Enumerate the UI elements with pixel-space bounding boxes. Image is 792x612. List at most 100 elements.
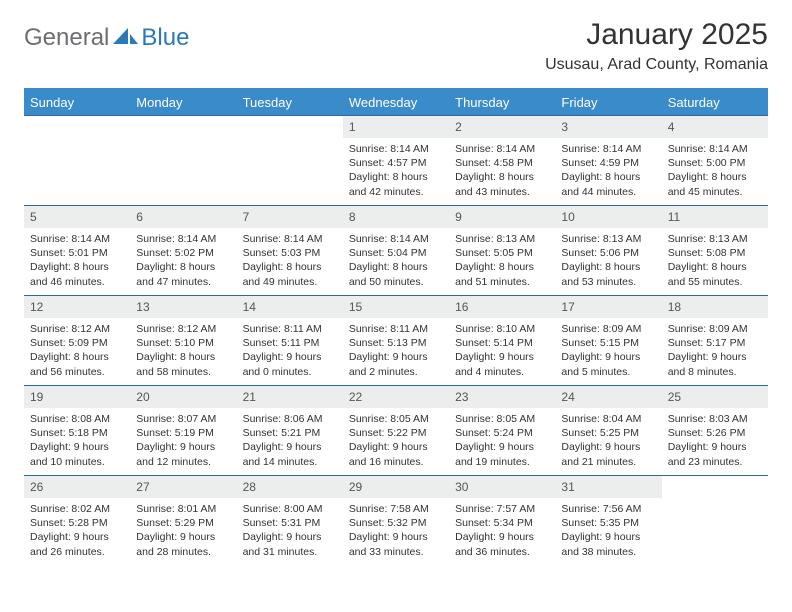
calendar-day-cell: 28Sunrise: 8:00 AMSunset: 5:31 PMDayligh…	[237, 476, 343, 566]
day-content: Sunrise: 8:09 AMSunset: 5:17 PMDaylight:…	[662, 318, 768, 385]
day-header: Wednesday	[343, 89, 449, 116]
calendar-day-cell: ..	[24, 116, 130, 206]
calendar-day-cell: 6Sunrise: 8:14 AMSunset: 5:02 PMDaylight…	[130, 206, 236, 296]
logo: General Blue	[24, 18, 189, 52]
day-header: Sunday	[24, 89, 130, 116]
day-number: 31	[555, 476, 661, 498]
day-number: 14	[237, 296, 343, 318]
day-content: Sunrise: 8:01 AMSunset: 5:29 PMDaylight:…	[130, 498, 236, 565]
calendar-day-cell: 21Sunrise: 8:06 AMSunset: 5:21 PMDayligh…	[237, 386, 343, 476]
day-content: Sunrise: 8:14 AMSunset: 4:59 PMDaylight:…	[555, 138, 661, 205]
day-content: Sunrise: 8:14 AMSunset: 5:02 PMDaylight:…	[130, 228, 236, 295]
day-number: 6	[130, 206, 236, 228]
day-content: Sunrise: 8:02 AMSunset: 5:28 PMDaylight:…	[24, 498, 130, 565]
calendar-week-row: 5Sunrise: 8:14 AMSunset: 5:01 PMDaylight…	[24, 206, 768, 296]
day-number: 3	[555, 116, 661, 138]
calendar-day-cell: 17Sunrise: 8:09 AMSunset: 5:15 PMDayligh…	[555, 296, 661, 386]
calendar-day-cell: 3Sunrise: 8:14 AMSunset: 4:59 PMDaylight…	[555, 116, 661, 206]
day-number: 15	[343, 296, 449, 318]
day-content: Sunrise: 8:14 AMSunset: 4:58 PMDaylight:…	[449, 138, 555, 205]
calendar-day-cell: 12Sunrise: 8:12 AMSunset: 5:09 PMDayligh…	[24, 296, 130, 386]
day-content: Sunrise: 7:56 AMSunset: 5:35 PMDaylight:…	[555, 498, 661, 565]
calendar-day-cell: 26Sunrise: 8:02 AMSunset: 5:28 PMDayligh…	[24, 476, 130, 566]
day-content: Sunrise: 8:13 AMSunset: 5:06 PMDaylight:…	[555, 228, 661, 295]
day-content: Sunrise: 8:14 AMSunset: 4:57 PMDaylight:…	[343, 138, 449, 205]
calendar-day-cell: 31Sunrise: 7:56 AMSunset: 5:35 PMDayligh…	[555, 476, 661, 566]
day-number: 11	[662, 206, 768, 228]
day-number: 26	[24, 476, 130, 498]
day-content: Sunrise: 8:13 AMSunset: 5:08 PMDaylight:…	[662, 228, 768, 295]
calendar-day-cell: 24Sunrise: 8:04 AMSunset: 5:25 PMDayligh…	[555, 386, 661, 476]
calendar-week-row: 26Sunrise: 8:02 AMSunset: 5:28 PMDayligh…	[24, 476, 768, 566]
day-content: Sunrise: 8:03 AMSunset: 5:26 PMDaylight:…	[662, 408, 768, 475]
calendar-week-row: 19Sunrise: 8:08 AMSunset: 5:18 PMDayligh…	[24, 386, 768, 476]
day-header: Friday	[555, 89, 661, 116]
calendar-day-cell: 5Sunrise: 8:14 AMSunset: 5:01 PMDaylight…	[24, 206, 130, 296]
calendar-day-cell: 2Sunrise: 8:14 AMSunset: 4:58 PMDaylight…	[449, 116, 555, 206]
calendar-table: SundayMondayTuesdayWednesdayThursdayFrid…	[24, 88, 768, 566]
day-number: 18	[662, 296, 768, 318]
day-number: 17	[555, 296, 661, 318]
calendar-day-cell: 19Sunrise: 8:08 AMSunset: 5:18 PMDayligh…	[24, 386, 130, 476]
day-content: Sunrise: 8:05 AMSunset: 5:22 PMDaylight:…	[343, 408, 449, 475]
calendar-day-cell: 9Sunrise: 8:13 AMSunset: 5:05 PMDaylight…	[449, 206, 555, 296]
day-number: 8	[343, 206, 449, 228]
day-content: Sunrise: 8:06 AMSunset: 5:21 PMDaylight:…	[237, 408, 343, 475]
day-header: Tuesday	[237, 89, 343, 116]
calendar-day-cell: 16Sunrise: 8:10 AMSunset: 5:14 PMDayligh…	[449, 296, 555, 386]
day-number: 19	[24, 386, 130, 408]
calendar-day-cell: ..	[130, 116, 236, 206]
calendar-day-cell: 8Sunrise: 8:14 AMSunset: 5:04 PMDaylight…	[343, 206, 449, 296]
calendar-day-cell: 25Sunrise: 8:03 AMSunset: 5:26 PMDayligh…	[662, 386, 768, 476]
calendar-week-row: ......1Sunrise: 8:14 AMSunset: 4:57 PMDa…	[24, 116, 768, 206]
calendar-day-cell: 4Sunrise: 8:14 AMSunset: 5:00 PMDaylight…	[662, 116, 768, 206]
calendar-day-cell: ..	[237, 116, 343, 206]
calendar-day-cell: 7Sunrise: 8:14 AMSunset: 5:03 PMDaylight…	[237, 206, 343, 296]
day-number: 10	[555, 206, 661, 228]
calendar-day-cell: 11Sunrise: 8:13 AMSunset: 5:08 PMDayligh…	[662, 206, 768, 296]
day-content: Sunrise: 8:12 AMSunset: 5:09 PMDaylight:…	[24, 318, 130, 385]
day-content: Sunrise: 8:10 AMSunset: 5:14 PMDaylight:…	[449, 318, 555, 385]
day-content: Sunrise: 8:04 AMSunset: 5:25 PMDaylight:…	[555, 408, 661, 475]
day-number: 12	[24, 296, 130, 318]
day-number: 7	[237, 206, 343, 228]
day-content: Sunrise: 8:14 AMSunset: 5:01 PMDaylight:…	[24, 228, 130, 295]
day-number: 2	[449, 116, 555, 138]
day-content: Sunrise: 8:12 AMSunset: 5:10 PMDaylight:…	[130, 318, 236, 385]
day-content: Sunrise: 8:05 AMSunset: 5:24 PMDaylight:…	[449, 408, 555, 475]
day-number: 21	[237, 386, 343, 408]
calendar-day-cell: 18Sunrise: 8:09 AMSunset: 5:17 PMDayligh…	[662, 296, 768, 386]
day-number: 24	[555, 386, 661, 408]
day-number: 22	[343, 386, 449, 408]
day-content: Sunrise: 8:08 AMSunset: 5:18 PMDaylight:…	[24, 408, 130, 475]
calendar-body: ......1Sunrise: 8:14 AMSunset: 4:57 PMDa…	[24, 116, 768, 566]
calendar-day-cell: 20Sunrise: 8:07 AMSunset: 5:19 PMDayligh…	[130, 386, 236, 476]
day-content: Sunrise: 8:11 AMSunset: 5:11 PMDaylight:…	[237, 318, 343, 385]
calendar-day-cell: 27Sunrise: 8:01 AMSunset: 5:29 PMDayligh…	[130, 476, 236, 566]
location: Ususau, Arad County, Romania	[545, 56, 768, 74]
day-number: 27	[130, 476, 236, 498]
day-number: 29	[343, 476, 449, 498]
day-content: Sunrise: 8:14 AMSunset: 5:00 PMDaylight:…	[662, 138, 768, 205]
day-header: Saturday	[662, 89, 768, 116]
logo-text-blue: Blue	[141, 24, 189, 52]
logo-text-general: General	[24, 24, 109, 52]
day-content: Sunrise: 7:58 AMSunset: 5:32 PMDaylight:…	[343, 498, 449, 565]
day-header: Thursday	[449, 89, 555, 116]
day-number: 1	[343, 116, 449, 138]
calendar-day-cell: 30Sunrise: 7:57 AMSunset: 5:34 PMDayligh…	[449, 476, 555, 566]
day-content: Sunrise: 8:11 AMSunset: 5:13 PMDaylight:…	[343, 318, 449, 385]
day-number: 9	[449, 206, 555, 228]
header: General Blue January 2025 Ususau, Arad C…	[24, 18, 768, 74]
calendar-day-cell: ..	[662, 476, 768, 566]
calendar-day-cell: 23Sunrise: 8:05 AMSunset: 5:24 PMDayligh…	[449, 386, 555, 476]
day-number: 16	[449, 296, 555, 318]
day-content: Sunrise: 8:07 AMSunset: 5:19 PMDaylight:…	[130, 408, 236, 475]
day-number: 25	[662, 386, 768, 408]
day-content: Sunrise: 7:57 AMSunset: 5:34 PMDaylight:…	[449, 498, 555, 565]
day-content: Sunrise: 8:00 AMSunset: 5:31 PMDaylight:…	[237, 498, 343, 565]
day-number: 4	[662, 116, 768, 138]
day-content: Sunrise: 8:14 AMSunset: 5:03 PMDaylight:…	[237, 228, 343, 295]
title-block: January 2025 Ususau, Arad County, Romani…	[545, 18, 768, 74]
day-content: Sunrise: 8:09 AMSunset: 5:15 PMDaylight:…	[555, 318, 661, 385]
